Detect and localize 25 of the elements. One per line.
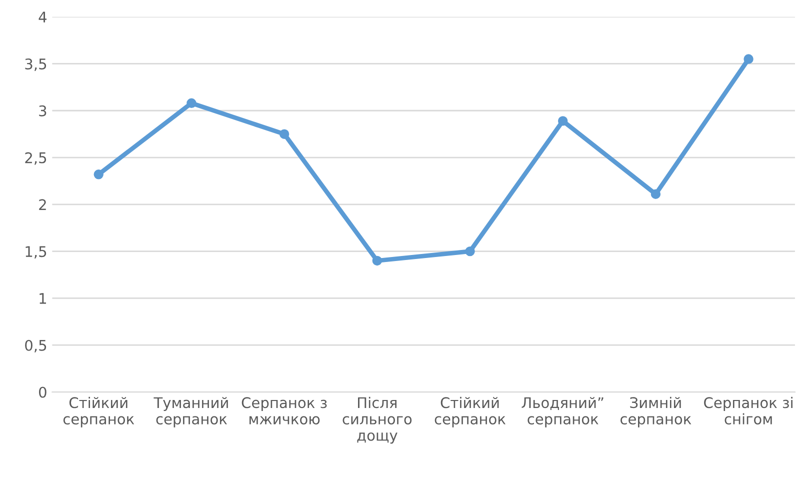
y-tick-label: 0 (39, 386, 46, 398)
point (558, 116, 568, 126)
x-tick-label: Стійкий серпанок (434, 396, 506, 428)
x-tick-label: Серпанок зі снігом (704, 396, 792, 424)
x-tick-label: Серпанок з мжичкою (242, 397, 327, 424)
point (94, 170, 104, 180)
x-tick-label: Після сильного дощу (342, 396, 412, 444)
x-tick-label: Туманний серпанок (154, 396, 228, 428)
y-tick-label: 3,5 (25, 58, 46, 71)
x-tick-label: Зимній серпанок (620, 396, 692, 428)
y-tick-label: 1 (40, 293, 46, 304)
point (186, 98, 196, 108)
y-tick-label: 1,5 (26, 246, 46, 259)
point (279, 129, 290, 139)
y-tick-label: 2 (39, 199, 46, 210)
x-tick-label: Льодяний” серпанок (522, 396, 604, 428)
point (744, 54, 754, 64)
y-tick-label: 0,5 (25, 340, 46, 352)
y-tick-label: 2,5 (25, 152, 46, 165)
point (465, 246, 475, 256)
y-tick-label: 3 (39, 105, 46, 116)
point (650, 189, 661, 199)
x-tick-label: Стійкий серпанок (63, 396, 134, 428)
point (372, 256, 382, 266)
y-tick-label: 4 (38, 12, 47, 22)
